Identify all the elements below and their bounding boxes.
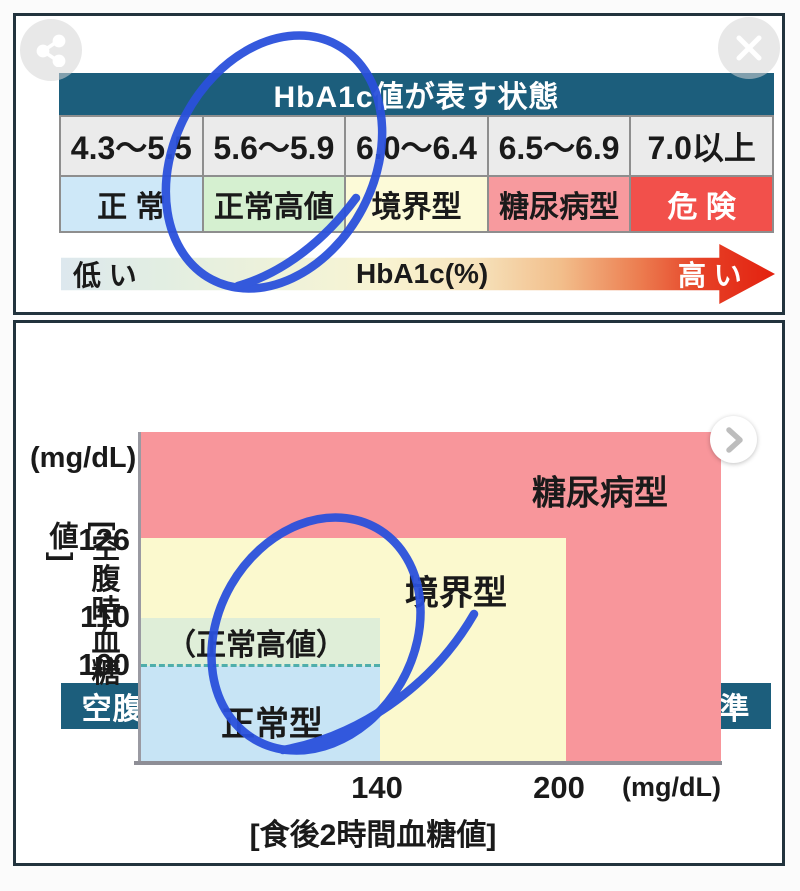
- hba1c-status-cell-normal: 正 常: [61, 177, 202, 231]
- hba1c-range-cell: 6.5〜6.9: [488, 117, 630, 175]
- hba1c-range-cell: 7.0以上: [631, 117, 772, 175]
- x-axis-unit: (mg/dL): [622, 772, 721, 802]
- scale-high-label: 高 い: [678, 260, 742, 291]
- hba1c-status-cell-diabetic: 糖尿病型: [488, 177, 630, 231]
- share-button[interactable]: [20, 19, 82, 81]
- region-label-normal-high: （正常高値）: [166, 629, 346, 662]
- hba1c-range-cell: 4.3〜5.5: [61, 117, 202, 175]
- chevron-right-icon: [725, 426, 743, 453]
- hba1c-range-cell: 6.0〜6.4: [346, 117, 487, 175]
- hba1c-status-cell-borderline: 境界型: [346, 177, 487, 231]
- y-tick-126: 126: [78, 522, 130, 557]
- region-label-normal: 正常型: [221, 705, 323, 744]
- hba1c-range-cell: 5.6〜5.9: [203, 117, 345, 175]
- next-image-button[interactable]: [710, 416, 757, 463]
- hba1c-status-cell-danger: 危 険: [631, 177, 772, 231]
- y-axis-label: [空腹時血糖値]: [45, 521, 119, 688]
- x-tick-140: 140: [351, 770, 403, 805]
- x-tick-200: 200: [533, 770, 585, 805]
- hba1c-status-cell-normal-high: 正常高値: [203, 177, 345, 231]
- scale-low-label: 低 い: [73, 260, 137, 291]
- region-label-borderline: 境界型: [405, 574, 507, 613]
- x-axis-label: [食後2時間血糖値]: [249, 819, 497, 852]
- scale-axis-label: HbA1c(%): [356, 258, 489, 289]
- hba1c-panel: HbA1c値が表す状態 4.3〜5.5 5.6〜5.9 6.0〜6.4 6.5〜…: [13, 13, 785, 315]
- close-button[interactable]: [718, 17, 780, 79]
- hba1c-panel-title: HbA1c値が表す状態: [59, 73, 774, 115]
- x-axis-line: [134, 761, 722, 765]
- y-axis-unit: (mg/dL): [30, 442, 137, 474]
- region-label-diabetic: 糖尿病型: [532, 474, 668, 513]
- y-tick-100: 100: [78, 647, 130, 682]
- y-tick-110: 110: [79, 599, 130, 634]
- share-icon: [36, 34, 66, 67]
- hba1c-table: 4.3〜5.5 5.6〜5.9 6.0〜6.4 6.5〜6.9 7.0以上 正 …: [59, 115, 774, 233]
- close-icon: [736, 35, 762, 61]
- dashed-line-100: [141, 664, 380, 667]
